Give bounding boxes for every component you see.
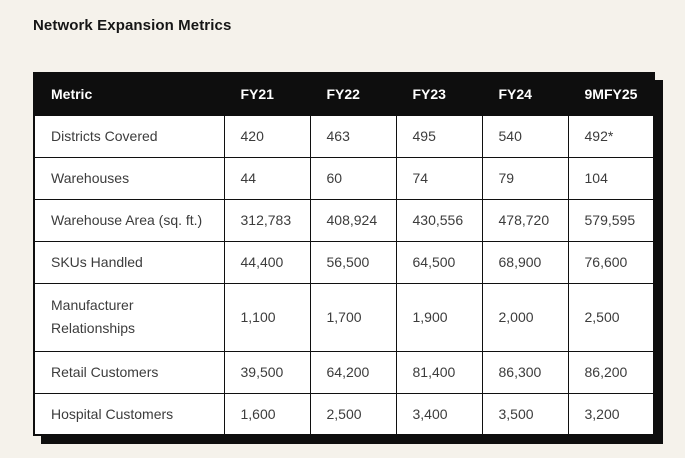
value-cell: 495 (395, 114, 483, 158)
value-cell: 420 (223, 114, 311, 158)
metrics-table-body: Districts Covered 420 463 495 540 492* Warehou… (33, 114, 655, 436)
value-cell: 2,500 (309, 392, 397, 436)
table-row: SKUs Handled 44,400 56,500 64,500 68,900 76,6… (33, 240, 655, 284)
value-cell: 408,924 (309, 198, 397, 242)
value-cell: 39,500 (223, 350, 311, 394)
value-cell: 492* (567, 114, 655, 158)
value-cell: 81,400 (395, 350, 483, 394)
value-cell: 2,500 (567, 282, 655, 352)
table-row: Hospital Customers 1,600 2,500 3,400 3,500 3,… (33, 392, 655, 436)
value-cell: 56,500 (309, 240, 397, 284)
table-row: Retail Customers 39,500 64,200 81,400 86,300… (33, 350, 655, 394)
value-cell: 86,200 (567, 350, 655, 394)
column-header: 9MFY25 (567, 72, 655, 116)
value-cell: 430,556 (395, 198, 483, 242)
column-header: Metric (33, 72, 225, 116)
value-cell: 478,720 (481, 198, 569, 242)
metrics-table-head-row: Metric FY21 FY22 FY23 FY24 9MFY25 (33, 72, 655, 116)
table-row: Districts Covered 420 463 495 540 492* (33, 114, 655, 158)
metric-cell: Manufacturer Relationships (33, 282, 225, 352)
value-cell: 1,700 (309, 282, 397, 352)
value-cell: 1,600 (223, 392, 311, 436)
metric-cell: SKUs Handled (33, 240, 225, 284)
value-cell: 312,783 (223, 198, 311, 242)
value-cell: 64,500 (395, 240, 483, 284)
metrics-table: Metric FY21 FY22 FY23 FY24 9MFY25 Districts C… (33, 72, 655, 436)
page-title: Network Expansion Metrics (33, 17, 232, 34)
value-cell: 86,300 (481, 350, 569, 394)
column-header: FY21 (223, 72, 311, 116)
value-cell: 74 (395, 156, 483, 200)
column-header: FY23 (395, 72, 483, 116)
value-cell: 540 (481, 114, 569, 158)
value-cell: 3,200 (567, 392, 655, 436)
metric-cell: Hospital Customers (33, 392, 225, 436)
table-row: Warehouse Area (sq. ft.) 312,783 408,924 43… (33, 198, 655, 242)
metric-cell: Retail Customers (33, 350, 225, 394)
value-cell: 60 (309, 156, 397, 200)
value-cell: 44,400 (223, 240, 311, 284)
metric-cell: Districts Covered (33, 114, 225, 158)
column-header: FY24 (481, 72, 569, 116)
value-cell: 463 (309, 114, 397, 158)
value-cell: 76,600 (567, 240, 655, 284)
value-cell: 3,400 (395, 392, 483, 436)
value-cell: 3,500 (481, 392, 569, 436)
value-cell: 2,000 (481, 282, 569, 352)
value-cell: 1,100 (223, 282, 311, 352)
metric-cell: Warehouses (33, 156, 225, 200)
table-row: Manufacturer Relationships 1,100 1,700 1,90… (33, 282, 655, 352)
value-cell: 79 (481, 156, 569, 200)
value-cell: 579,595 (567, 198, 655, 242)
value-cell: 68,900 (481, 240, 569, 284)
value-cell: 44 (223, 156, 311, 200)
value-cell: 104 (567, 156, 655, 200)
metric-cell: Warehouse Area (sq. ft.) (33, 198, 225, 242)
column-header: FY22 (309, 72, 397, 116)
value-cell: 1,900 (395, 282, 483, 352)
value-cell: 64,200 (309, 350, 397, 394)
table-row: Warehouses 44 60 74 79 104 (33, 156, 655, 200)
metrics-table-head: Metric FY21 FY22 FY23 FY24 9MFY25 (33, 72, 655, 116)
